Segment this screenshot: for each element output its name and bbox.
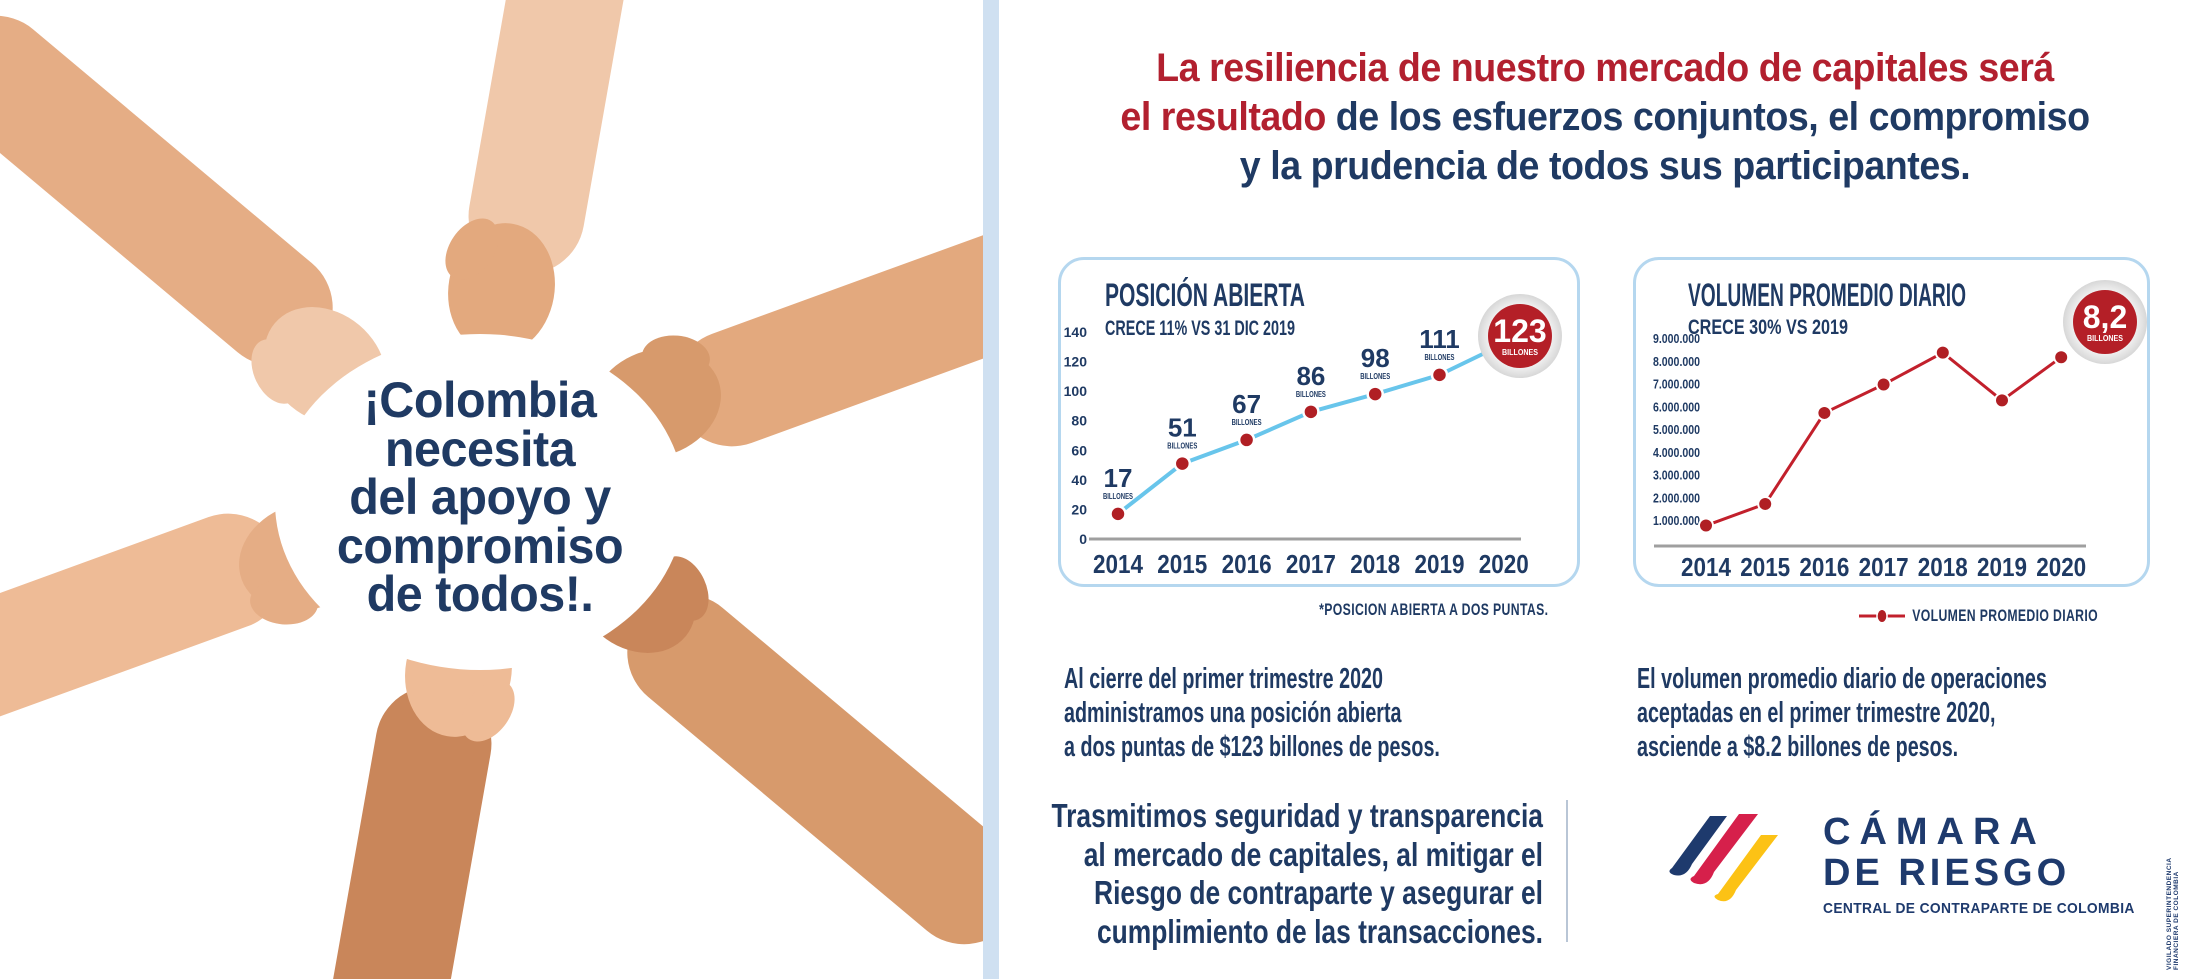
svg-text:2016: 2016 <box>1222 549 1272 579</box>
svg-text:8,2: 8,2 <box>2083 299 2127 335</box>
logo-text: CÁMARA DE RIESGO CENTRAL DE CONTRAPARTE … <box>1823 806 2162 918</box>
svg-text:140: 140 <box>1064 324 1088 340</box>
headline-line: el resultado de los esfuerzos conjuntos,… <box>1120 95 2090 139</box>
posicion-abierta-card: POSICIÓN ABIERTA CRECE 11% VS 31 DIC 2019… <box>1058 257 1580 587</box>
volumen-promedio-card: VOLUMEN PROMEDIO DIARIO CRECE 30% VS 2019… <box>1633 257 2150 587</box>
svg-text:4.000.000: 4.000.000 <box>1653 446 1700 460</box>
svg-text:BILLONES: BILLONES <box>1425 353 1455 362</box>
divider-line <box>1566 800 1568 942</box>
logo-name-line1: CÁMARA <box>1823 811 2046 853</box>
svg-text:67: 67 <box>1232 389 1261 419</box>
svg-text:51: 51 <box>1168 413 1197 443</box>
message-line: compromiso <box>336 517 624 574</box>
svg-text:POSICIÓN ABIERTA: POSICIÓN ABIERTA <box>1105 277 1305 313</box>
svg-text:CRECE 11% VS 31 DIC 2019: CRECE 11% VS 31 DIC 2019 <box>1105 317 1295 340</box>
chart1-description: Al cierre del primer trimestre 2020 admi… <box>1064 663 1440 763</box>
svg-text:2018: 2018 <box>1350 549 1400 579</box>
svg-text:2017: 2017 <box>1859 552 1909 582</box>
colombia-message: ¡Colombia necesita del apoyo y compromis… <box>238 372 723 622</box>
svg-text:BILLONES: BILLONES <box>1502 348 1539 357</box>
svg-text:CRECE 30% VS 2019: CRECE 30% VS 2019 <box>1688 316 1848 339</box>
slogan: Trasmitimos seguridad y transparencia al… <box>1051 797 1543 950</box>
svg-text:2017: 2017 <box>1286 549 1336 579</box>
svg-text:2020: 2020 <box>2036 552 2086 582</box>
camara-logo: CÁMARA DE RIESGO CENTRAL DE CONTRAPARTE … <box>1660 806 2162 917</box>
message-line: necesita <box>384 420 576 477</box>
svg-text:2019: 2019 <box>1977 552 2027 582</box>
svg-text:60: 60 <box>1071 442 1087 458</box>
logo-subtitle: CENTRAL DE CONTRAPARTE DE COLOMBIA <box>1823 900 2135 917</box>
svg-text:8.000.000: 8.000.000 <box>1653 355 1700 369</box>
message-line: de todos!. <box>366 566 594 622</box>
panel-divider <box>983 0 999 979</box>
svg-text:40: 40 <box>1071 472 1087 488</box>
hands-unity-illustration <box>0 0 983 979</box>
svg-text:2014: 2014 <box>1093 549 1143 579</box>
svg-text:2018: 2018 <box>1918 552 1968 582</box>
svg-text:20: 20 <box>1071 501 1087 517</box>
svg-text:0: 0 <box>1079 531 1087 547</box>
svg-text:2.000.000: 2.000.000 <box>1653 491 1700 505</box>
svg-text:123: 123 <box>1493 313 1546 349</box>
svg-text:100: 100 <box>1064 383 1088 399</box>
logo-name-line2: DE RIESGO <box>1823 852 2071 894</box>
posicion-abierta-chart: POSICIÓN ABIERTA CRECE 11% VS 31 DIC 2019… <box>1064 277 1562 579</box>
svg-text:7.000.000: 7.000.000 <box>1653 378 1700 392</box>
logo-mark-icon <box>1669 814 1778 902</box>
legend-line-marker-icon <box>1858 610 1906 622</box>
svg-text:17: 17 <box>1104 463 1133 493</box>
svg-text:BILLONES: BILLONES <box>1296 390 1326 399</box>
svg-text:2019: 2019 <box>1415 549 1465 579</box>
chart2-legend: VOLUMEN PROMEDIO DIARIO <box>1858 606 2098 626</box>
svg-text:120: 120 <box>1064 354 1088 370</box>
vigilado-vertical-text: VIGILADO SUPERINTENDENCIA FINANCIERA DE … <box>2166 857 2180 970</box>
headline: La resiliencia de nuestro mercado de cap… <box>1041 44 2169 191</box>
svg-text:2015: 2015 <box>1157 549 1207 579</box>
svg-text:6.000.000: 6.000.000 <box>1653 400 1700 414</box>
svg-text:9.000.000: 9.000.000 <box>1653 332 1700 346</box>
svg-text:80: 80 <box>1071 413 1087 429</box>
message-line: del apoyo y <box>349 469 611 525</box>
svg-text:BILLONES: BILLONES <box>1360 372 1390 381</box>
headline-line: La resiliencia de nuestro mercado de cap… <box>1156 46 2054 90</box>
svg-text:1.000.000: 1.000.000 <box>1653 514 1700 528</box>
svg-text:2020: 2020 <box>1479 549 1529 579</box>
svg-text:BILLONES: BILLONES <box>2087 334 2124 343</box>
chart1-footnote: *POSICION ABIERTA A DOS PUNTAS. <box>1318 600 1548 619</box>
svg-text:5.000.000: 5.000.000 <box>1653 423 1700 437</box>
svg-text:2015: 2015 <box>1740 552 1790 582</box>
hands-photo: ¡Colombia necesita del apoyo y compromis… <box>0 0 983 979</box>
message-line: ¡Colombia <box>363 372 597 428</box>
headline-line: y la prudencia de todos sus participante… <box>1239 144 1971 188</box>
svg-text:BILLONES: BILLONES <box>1232 418 1262 427</box>
svg-text:86: 86 <box>1296 361 1325 391</box>
svg-text:2014: 2014 <box>1681 552 1731 582</box>
chart2-description: El volumen promedio diario de operacione… <box>1637 663 2047 763</box>
svg-text:BILLONES: BILLONES <box>1167 442 1197 451</box>
svg-text:VOLUMEN PROMEDIO DIARIO: VOLUMEN PROMEDIO DIARIO <box>1688 277 1966 313</box>
svg-text:BILLONES: BILLONES <box>1103 492 1133 501</box>
svg-text:3.000.000: 3.000.000 <box>1653 469 1700 483</box>
svg-text:111: 111 <box>1419 324 1460 354</box>
legend-label: VOLUMEN PROMEDIO DIARIO <box>1912 606 2098 625</box>
volumen-promedio-chart: VOLUMEN PROMEDIO DIARIO CRECE 30% VS 2019… <box>1653 277 2147 582</box>
svg-text:98: 98 <box>1361 343 1390 373</box>
svg-text:2016: 2016 <box>1799 552 1849 582</box>
